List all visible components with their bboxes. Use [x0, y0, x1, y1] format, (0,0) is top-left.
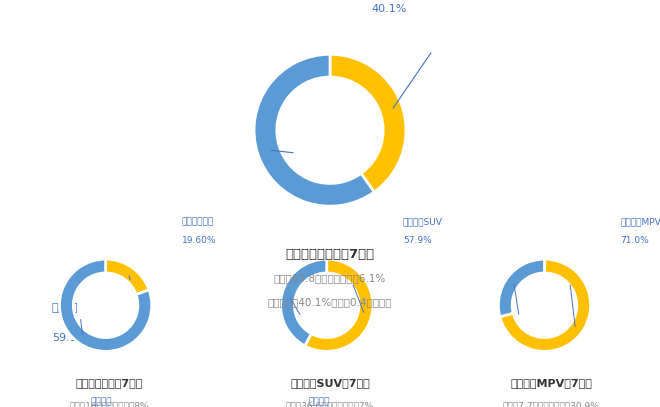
Text: 59.9%: 59.9% — [52, 333, 87, 343]
Wedge shape — [106, 259, 149, 295]
Text: 40.1%: 40.1% — [371, 4, 407, 14]
Text: 57.9%: 57.9% — [403, 236, 432, 245]
Wedge shape — [280, 259, 327, 346]
Text: 市场份额：40.1%，下降0.4个百分点: 市场份额：40.1%，下降0.4个百分点 — [268, 297, 392, 307]
Wedge shape — [254, 54, 374, 206]
Wedge shape — [59, 259, 152, 351]
Text: 销量：16万辆，同比下降8%: 销量：16万辆，同比下降8% — [69, 401, 148, 407]
Wedge shape — [330, 54, 406, 192]
Text: 其他品牌: 其他品牌 — [52, 303, 79, 313]
Text: 中国品牌轿车（7月）: 中国品牌轿车（7月） — [75, 379, 143, 389]
Text: 中国品牌轿车: 中国品牌轿车 — [182, 218, 214, 227]
Text: 中国品牌MPV（7月）: 中国品牌MPV（7月） — [510, 379, 592, 389]
Text: 71.0%: 71.0% — [620, 236, 649, 245]
Text: 中国品牌SUV: 中国品牌SUV — [403, 218, 443, 227]
Wedge shape — [305, 259, 373, 351]
Text: 销量：63.8万辆，同比下降6.1%: 销量：63.8万辆，同比下降6.1% — [274, 273, 386, 283]
Text: 19.60%: 19.60% — [182, 236, 216, 245]
Text: 销量：7.7万辆，同比下降30.9%: 销量：7.7万辆，同比下降30.9% — [503, 401, 599, 407]
Text: 其他品牌: 其他品牌 — [308, 398, 330, 407]
Text: 中国品牌SUV（7月）: 中国品牌SUV（7月） — [290, 379, 370, 389]
Text: 中国品牌乘用车（7月）: 中国品牌乘用车（7月） — [285, 248, 375, 261]
Text: 中国品牌MPV: 中国品牌MPV — [620, 218, 660, 227]
Text: 其他品牌: 其他品牌 — [90, 398, 112, 407]
Wedge shape — [500, 259, 591, 351]
Wedge shape — [498, 259, 544, 317]
Text: 销量：36.6万辆，同比下降7%: 销量：36.6万辆，同比下降7% — [286, 401, 374, 407]
